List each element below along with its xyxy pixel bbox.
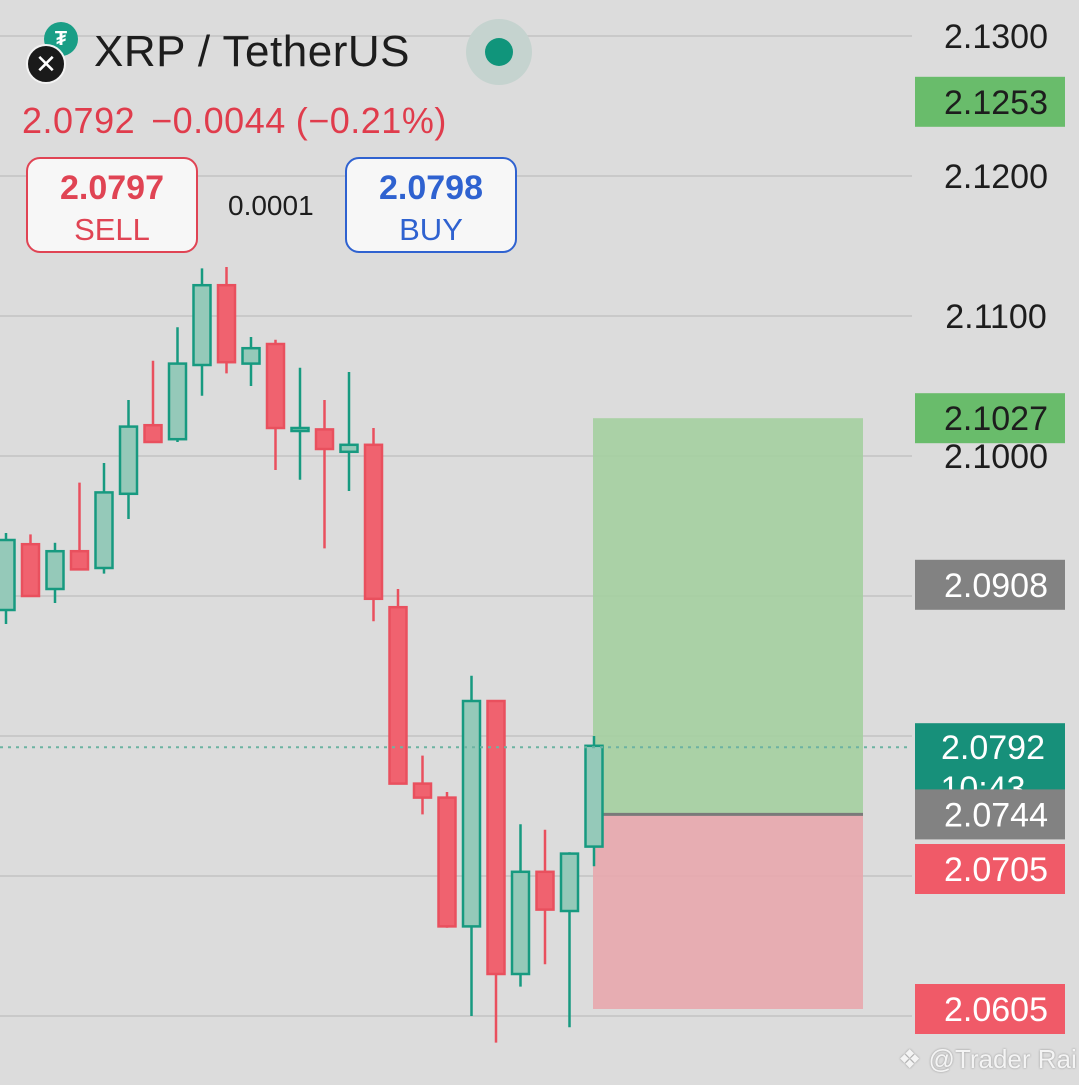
price-tag-bg bbox=[915, 984, 1065, 1034]
sell-label: SELL bbox=[74, 212, 150, 247]
buy-button[interactable]: 2.0798 BUY bbox=[345, 157, 517, 253]
price-tag-label: 2.0744 bbox=[944, 796, 1048, 834]
stop-loss-zone[interactable] bbox=[593, 814, 863, 1009]
candle-body bbox=[118, 425, 139, 496]
price-tag[interactable]: 2.0605 bbox=[915, 984, 1065, 1034]
live-indicator[interactable] bbox=[466, 19, 532, 85]
bullish-candle[interactable] bbox=[339, 372, 359, 491]
candle-body bbox=[45, 549, 65, 591]
sell-price: 2.0797 bbox=[60, 169, 164, 207]
candle-body bbox=[265, 342, 286, 430]
price-tag[interactable]: 2.0705 bbox=[915, 844, 1065, 894]
candle-body bbox=[535, 870, 555, 911]
candle-body bbox=[314, 428, 335, 451]
candle-body bbox=[584, 744, 604, 848]
spread-value: 0.0001 bbox=[228, 190, 314, 221]
bearish-candle[interactable] bbox=[216, 267, 237, 374]
candle-body bbox=[461, 699, 482, 928]
candle-body bbox=[412, 782, 433, 799]
watermark: ❖ @Trader Rai bbox=[898, 1044, 1077, 1074]
candle-body bbox=[69, 549, 90, 571]
price-tag-bg bbox=[915, 559, 1065, 610]
bearish-candle[interactable] bbox=[314, 400, 335, 549]
bearish-candle[interactable] bbox=[388, 589, 408, 785]
price-tag-label: 2.1027 bbox=[944, 400, 1048, 438]
bullish-candle[interactable] bbox=[167, 327, 188, 442]
price-tag[interactable]: 2.1027 bbox=[915, 393, 1065, 444]
sell-button[interactable]: 2.0797 SELL bbox=[26, 157, 198, 253]
price-tag[interactable]: 2.0744 bbox=[915, 789, 1065, 840]
bearish-candle[interactable] bbox=[535, 829, 555, 965]
bullish-candle[interactable] bbox=[290, 367, 310, 480]
price-axis[interactable]: 2.1300 2.1200 2.1100 2.1000 bbox=[944, 18, 1048, 476]
bearish-candle[interactable] bbox=[437, 792, 457, 928]
bullish-candle[interactable] bbox=[118, 400, 139, 519]
candle-body bbox=[290, 426, 310, 433]
candle-body bbox=[486, 699, 506, 976]
candle-body bbox=[363, 443, 384, 601]
current-price-label: 2.0792 bbox=[941, 729, 1045, 767]
live-dot-icon bbox=[485, 38, 513, 66]
y-tick-label: 2.1100 bbox=[945, 298, 1046, 336]
bullish-candle[interactable] bbox=[510, 824, 531, 987]
bearish-candle[interactable] bbox=[20, 534, 41, 598]
bullish-candle[interactable] bbox=[559, 852, 580, 1028]
price-tag[interactable]: 2.1253 bbox=[915, 76, 1065, 127]
pair-title[interactable]: XRP / TetherUS bbox=[94, 27, 410, 76]
candle-body bbox=[241, 346, 261, 365]
pair-icons: ₮ ✕ bbox=[22, 22, 84, 84]
price-tag-label: 2.0908 bbox=[944, 567, 1048, 605]
candle-body bbox=[559, 852, 580, 913]
price-change-row: 2.0792 −0.0044 (−0.21%) bbox=[22, 100, 463, 142]
candle-body bbox=[0, 538, 16, 612]
bullish-candle[interactable] bbox=[584, 736, 604, 867]
bearish-candle[interactable] bbox=[486, 699, 506, 1043]
buy-price: 2.0798 bbox=[379, 169, 483, 207]
price-tags: 2.12532.10272.09082.079210:432.07442.070… bbox=[915, 76, 1065, 1034]
position-zones bbox=[593, 418, 863, 1009]
candle-body bbox=[20, 542, 41, 598]
bearish-candle[interactable] bbox=[69, 482, 90, 571]
candle-body bbox=[192, 283, 212, 367]
price-tag-bg bbox=[915, 76, 1065, 127]
buy-label: BUY bbox=[399, 212, 463, 247]
price-tag[interactable]: 2.0908 bbox=[915, 559, 1065, 610]
bullish-candle[interactable] bbox=[241, 337, 261, 386]
candles bbox=[0, 267, 912, 1043]
bullish-candle[interactable] bbox=[461, 675, 482, 1016]
candle-body bbox=[339, 443, 359, 454]
bearish-candle[interactable] bbox=[143, 360, 163, 444]
price-tag-label: 2.0705 bbox=[944, 851, 1048, 889]
bullish-candle[interactable] bbox=[0, 533, 16, 624]
bearish-candle[interactable] bbox=[363, 428, 384, 622]
candle-body bbox=[388, 605, 408, 785]
candle-body bbox=[94, 491, 114, 570]
price-tag-label: 2.0605 bbox=[944, 991, 1048, 1029]
y-tick-label: 2.1300 bbox=[944, 18, 1048, 56]
candle-body bbox=[167, 362, 188, 441]
xrp-icon: ✕ bbox=[26, 44, 66, 84]
y-tick-label: 2.1000 bbox=[944, 438, 1048, 476]
price-tag-bg bbox=[915, 393, 1065, 444]
price-tag-bg bbox=[915, 844, 1065, 894]
price-change: −0.0044 bbox=[151, 100, 286, 141]
chart-header: ₮ ✕ XRP / TetherUS 2.0792 −0.0044 (−0.21%) bbox=[22, 19, 532, 142]
last-price: 2.0792 bbox=[22, 100, 136, 141]
take-profit-zone[interactable] bbox=[593, 418, 863, 815]
candle-body bbox=[510, 870, 531, 976]
bearish-candle[interactable] bbox=[412, 755, 433, 815]
candle-body bbox=[437, 796, 457, 928]
candle-body bbox=[216, 283, 237, 364]
price-change-percent: (−0.21%) bbox=[295, 100, 447, 141]
bullish-candle[interactable] bbox=[45, 542, 65, 603]
bullish-candle[interactable] bbox=[192, 268, 212, 396]
watermark-text: @Trader Rai bbox=[928, 1044, 1077, 1074]
price-tag-label: 2.1253 bbox=[944, 84, 1048, 122]
y-tick-label: 2.1200 bbox=[944, 158, 1048, 196]
price-tag-bg bbox=[915, 789, 1065, 840]
bearish-candle[interactable] bbox=[265, 339, 286, 470]
candle-body bbox=[143, 423, 163, 444]
bullish-candle[interactable] bbox=[94, 463, 114, 574]
